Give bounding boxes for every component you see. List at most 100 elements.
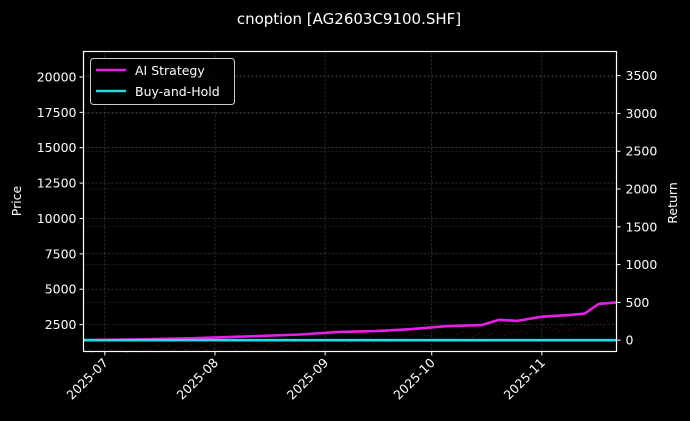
price-dot (494, 329, 496, 331)
price-dot (216, 347, 218, 349)
price-dot (123, 347, 125, 350)
price-dot (459, 331, 461, 333)
price-dot (526, 332, 528, 335)
price-dot (212, 347, 215, 349)
series-line-ai-strategy (83, 301, 617, 342)
right-tick-label: 500 (626, 295, 650, 310)
price-dot (484, 333, 487, 335)
price-dot (110, 348, 112, 350)
right-tick-label: 2000 (626, 182, 658, 197)
left-tick-label: 12500 (37, 176, 77, 191)
price-dot (209, 344, 211, 347)
price-dot (238, 344, 240, 347)
price-dot (395, 335, 397, 337)
price-dot (523, 330, 525, 332)
price-dot (190, 343, 192, 346)
price-dot (264, 347, 266, 350)
right-tick-label: 0 (626, 333, 634, 348)
price-dot (126, 351, 128, 354)
price-dot (558, 330, 560, 332)
price-dot (260, 347, 263, 349)
price-dot (168, 344, 170, 347)
price-dot (507, 329, 509, 332)
price-dot (590, 324, 592, 326)
price-dot (468, 333, 471, 335)
price-dot (603, 326, 605, 328)
price-dot (174, 348, 176, 350)
price-dot (539, 329, 541, 331)
price-dot (91, 352, 93, 354)
price-dot (366, 341, 368, 343)
price-dot (436, 337, 439, 339)
price-dot (270, 343, 272, 345)
price-dot (254, 347, 256, 349)
price-dot (577, 328, 579, 331)
price-dot (475, 334, 477, 336)
price-dot (398, 337, 400, 339)
legend-label-buy-and-hold: Buy-and-Hold (135, 84, 220, 99)
price-dot (440, 332, 442, 335)
price-dot (465, 336, 467, 338)
price-dot (516, 332, 519, 335)
price-dot (536, 327, 538, 329)
price-dot (488, 334, 490, 336)
price-dot (97, 349, 100, 352)
right-tick-label: 1000 (626, 257, 658, 272)
price-dot (584, 325, 586, 327)
price-dot (545, 326, 547, 328)
price-dot (180, 346, 183, 348)
left-tick-label: 15000 (37, 140, 77, 155)
price-dot (228, 343, 231, 345)
price-dot (548, 326, 551, 329)
price-dot (235, 347, 237, 349)
price-dot (158, 344, 160, 347)
price-dot (353, 342, 355, 344)
price-dot (251, 347, 253, 350)
price-dot (164, 348, 167, 350)
left-tick-label: 20000 (37, 69, 77, 84)
price-dot (283, 344, 285, 346)
right-tick-label: 3500 (626, 68, 658, 83)
price-dot (433, 333, 435, 335)
price-dot (145, 348, 147, 350)
price-dot (142, 348, 144, 350)
left-tick-label: 17500 (37, 105, 77, 120)
price-dot (344, 344, 346, 346)
price-dot (510, 333, 512, 335)
price-dot (513, 330, 515, 333)
price-dot (456, 333, 458, 336)
price-dot (481, 335, 483, 337)
price-dot (388, 334, 391, 337)
right-tick-label: 1500 (626, 219, 658, 234)
series-lines (83, 301, 617, 342)
price-dot (296, 343, 298, 345)
price-dot (600, 324, 602, 326)
price-dot (596, 323, 599, 326)
price-dot (385, 341, 387, 343)
price-dot (491, 333, 493, 335)
price-dot (84, 349, 87, 351)
price-dot (452, 337, 455, 340)
plot-frame (82, 50, 618, 353)
price-dot (196, 349, 199, 351)
price-dot (587, 325, 589, 327)
price-dot (472, 336, 474, 338)
right-tick-label: 3000 (626, 106, 658, 121)
y-axis-title-right: Return (665, 182, 680, 223)
price-dot (478, 332, 480, 335)
chart-title: cnoption [AG2603C9100.SHF] (237, 10, 461, 28)
y-axis-title-left: Price (9, 185, 24, 216)
price-dot (401, 337, 403, 340)
legend: AI Strategy Buy-and-Hold (90, 58, 235, 105)
price-dot (241, 346, 243, 348)
price-dot (372, 342, 375, 345)
price-dot (443, 337, 445, 339)
price-dot (113, 349, 116, 352)
price-dot (606, 320, 608, 322)
left-tick-label: 10000 (37, 211, 77, 226)
price-dot (286, 343, 288, 345)
price-dot (500, 333, 503, 335)
price-dot (350, 341, 352, 343)
left-tick-label: 5000 (45, 282, 77, 297)
